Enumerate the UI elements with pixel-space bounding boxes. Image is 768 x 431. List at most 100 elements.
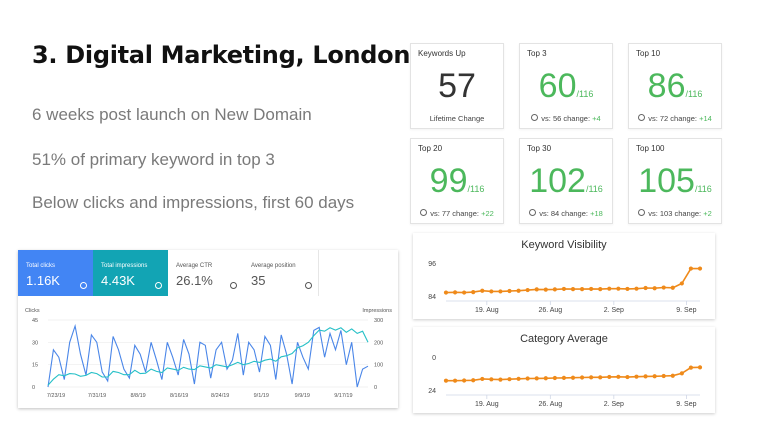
card-denominator: /116 — [585, 184, 603, 194]
metric-tile-label: Average position — [251, 263, 296, 269]
help-icon[interactable] — [230, 282, 237, 289]
bullet-top3-share: 51% of primary keyword in top 3 — [32, 150, 275, 169]
card-footer-change: +4 — [592, 114, 601, 123]
card-footer-compare: vs: 72 change: — [648, 114, 700, 123]
data-point — [679, 371, 684, 376]
metric-tile[interactable]: Average position 35 — [243, 250, 319, 296]
data-point — [489, 377, 494, 382]
keyword-visibility-title: Keyword Visibility — [521, 239, 607, 251]
x-tick-label: 7/23/19 — [47, 393, 65, 399]
search-icon — [420, 209, 428, 216]
data-point — [589, 286, 594, 292]
data-point — [561, 286, 567, 292]
clicks-impressions-chart: 45 300 30 200 15 100 0 0 7/23/19 7/31/19 8/8/19 8/1… — [32, 318, 383, 399]
metric-tile[interactable]: Total clicks 1.16K — [18, 250, 93, 296]
data-point — [543, 376, 548, 381]
card-footer: vs: 56 change: +4 — [520, 114, 612, 123]
rank-card: Top 10 86/116 vs: 72 change: +14 — [628, 43, 722, 129]
card-footer-change: +18 — [590, 209, 603, 218]
x-tick-label: 9/17/19 — [334, 393, 352, 399]
keyword-visibility-panel: Keyword Visibility 96 84 19. Aug 26. Aug 2. … — [413, 233, 715, 319]
x-tick-label: 8/8/19 — [130, 393, 145, 399]
data-point — [570, 287, 576, 292]
left-axis-title: Clicks — [25, 308, 40, 314]
category-average-panel: Category Average 0 24 19. Aug 26. Aug 2. Sep… — [413, 327, 715, 413]
data-point — [462, 290, 467, 295]
card-value: 105/116 — [629, 163, 721, 207]
left-tick-label: 15 — [32, 363, 38, 369]
card-label: Top 3 — [527, 49, 547, 58]
x-tick-label: 8/24/19 — [211, 393, 229, 399]
y-tick-label: 96 — [428, 261, 436, 268]
card-label: Top 20 — [418, 144, 443, 153]
category-average-chart: 0 24 19. Aug 26. Aug 2. Sep 9. Sep — [428, 355, 703, 408]
data-point — [697, 365, 703, 370]
data-point — [462, 378, 467, 383]
card-number: 86 — [647, 67, 686, 105]
data-point — [471, 378, 476, 383]
slide-title: 3. Digital Marketing, London — [32, 41, 411, 69]
card-footer-change: +2 — [703, 209, 712, 218]
y-tick-label: 84 — [428, 294, 436, 301]
data-point — [697, 266, 703, 271]
card-number: 57 — [438, 67, 476, 105]
data-point — [452, 378, 458, 383]
data-point — [598, 375, 603, 380]
help-icon[interactable] — [80, 282, 87, 289]
y-tick-label: 0 — [432, 355, 436, 362]
data-point — [688, 266, 694, 271]
x-tick-label: 26. Aug — [538, 401, 562, 408]
x-tick-label: 2. Sep — [604, 307, 624, 314]
data-point — [471, 290, 476, 295]
series-line-clicks — [47, 323, 369, 388]
x-tick-label: 9/1/19 — [254, 393, 269, 399]
card-footer-compare: vs: 56 change: — [541, 114, 593, 123]
rank-card: Top 20 99/116 vs: 77 change: +22 — [410, 138, 504, 224]
x-tick-label: 19. Aug — [475, 307, 499, 314]
card-footer: vs: 103 change: +2 — [629, 209, 721, 218]
bullet-post-launch: 6 weeks post launch on New Domain — [32, 105, 312, 124]
metric-tile-value: 35 — [251, 273, 266, 288]
y-tick-label: 24 — [428, 388, 436, 395]
right-tick-label: 300 — [374, 318, 383, 324]
card-number: 99 — [429, 162, 468, 200]
data-point — [561, 375, 567, 380]
metric-tile-value: 4.43K — [101, 273, 135, 288]
data-point — [534, 287, 539, 292]
left-tick-label: 0 — [32, 385, 35, 391]
search-console-panel: Total clicks 1.16K Total impressions 4.43K A… — [18, 250, 398, 408]
metric-tile[interactable]: Total impressions 4.43K — [93, 250, 168, 296]
rank-card: Keywords Up 57 Lifetime Change — [410, 43, 504, 129]
right-tick-label: 200 — [374, 340, 383, 346]
data-point — [652, 374, 657, 379]
data-point — [525, 287, 530, 293]
card-label: Top 10 — [636, 49, 661, 58]
card-denominator: /116 — [694, 184, 712, 194]
metric-tile-value: 26.1% — [176, 273, 213, 288]
metric-tile[interactable]: Average CTR 26.1% — [168, 250, 244, 296]
card-number: 102 — [529, 162, 586, 200]
card-value: 102/116 — [520, 163, 612, 207]
data-point — [480, 288, 485, 293]
data-point — [616, 286, 621, 291]
data-point — [616, 374, 621, 379]
rank-card: Top 100 105/116 vs: 103 change: +2 — [628, 138, 722, 224]
card-denominator: /116 — [467, 184, 485, 194]
data-point — [498, 377, 503, 382]
data-point — [643, 374, 648, 379]
x-tick-label: 9. Sep — [676, 401, 696, 408]
data-point — [516, 288, 521, 293]
search-icon — [529, 209, 537, 216]
data-point — [598, 287, 603, 292]
data-point — [607, 374, 612, 380]
help-icon[interactable] — [305, 282, 312, 289]
help-icon[interactable] — [155, 282, 162, 289]
metric-tile-label: Total clicks — [26, 263, 56, 269]
data-point — [480, 376, 485, 382]
card-footer-compare: vs: 103 change: — [648, 209, 704, 218]
card-footer: vs: 77 change: +22 — [411, 209, 503, 218]
card-footer: vs: 72 change: +14 — [629, 114, 721, 123]
left-tick-label: 45 — [32, 318, 38, 324]
data-point — [652, 286, 657, 291]
card-label: Top 30 — [527, 144, 552, 153]
